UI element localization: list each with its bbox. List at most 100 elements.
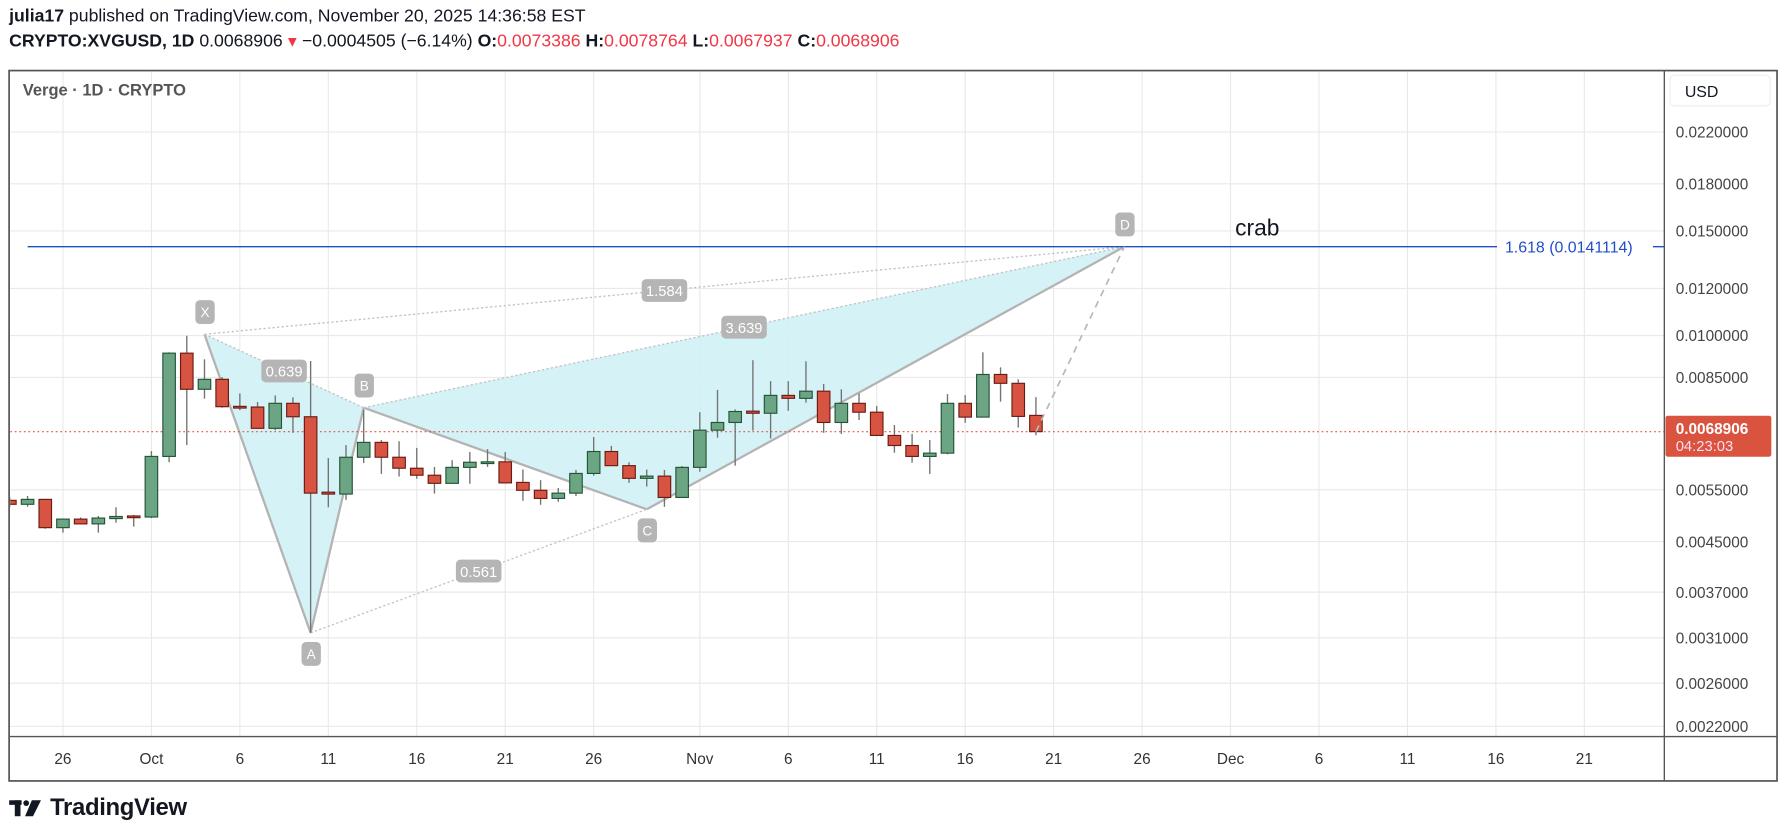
candle-down[interactable] (126, 515, 141, 519)
candle-down[interactable] (4, 499, 17, 505)
candle-up[interactable] (710, 421, 725, 431)
candle-down[interactable] (1029, 414, 1043, 433)
candle-down[interactable] (746, 410, 760, 414)
candle-up[interactable] (940, 402, 955, 454)
candle-down[interactable] (905, 444, 919, 457)
point-label-box (195, 300, 215, 325)
publish-info: julia17 published on TradingView.com, No… (9, 7, 585, 27)
tradingview-logo[interactable]: TradingView (9, 795, 187, 822)
currency-button[interactable] (1669, 74, 1771, 107)
candle-down[interactable] (958, 402, 973, 418)
candle-up[interactable] (834, 402, 849, 424)
candle-down[interactable] (604, 450, 619, 467)
point-label-box (1115, 212, 1135, 237)
point-label-x: X (200, 305, 209, 320)
candle-up[interactable] (445, 466, 459, 484)
candle-up[interactable] (799, 390, 813, 399)
time-axis[interactable]: 26 Oct 6 11 16 21 26 Nov 6 11 16 21 26 Dec 6 11 16 21 (54, 751, 1592, 768)
candle-down[interactable] (498, 461, 513, 484)
candle-up[interactable] (675, 466, 689, 499)
candle-up[interactable] (692, 429, 707, 468)
price-tick-label: 0.0220000 (1676, 125, 1749, 142)
last-price: 0.0068906 (199, 31, 283, 52)
candle-up[interactable] (56, 518, 70, 529)
candle-up[interactable] (586, 450, 601, 475)
candle-down[interactable] (233, 405, 247, 409)
pattern-name-label: crab (1235, 215, 1279, 241)
candle-down[interactable] (993, 373, 1008, 384)
candle-down[interactable] (286, 402, 300, 418)
plot-area[interactable]: 1.618 (0.0141114) 0.639 1.584 3.639 0.561 X A B… (4, 212, 1665, 666)
candle-down[interactable] (215, 378, 229, 408)
point-label-c: C (642, 523, 652, 538)
low-label: L: (692, 31, 710, 52)
candle-down[interactable] (657, 475, 672, 499)
candle-up[interactable] (91, 517, 106, 525)
candle-up[interactable] (339, 456, 353, 495)
candle-up[interactable] (268, 402, 283, 429)
date-tick-label: 21 (1576, 751, 1593, 768)
candle-down[interactable] (887, 434, 902, 447)
candle-down[interactable] (427, 474, 442, 484)
date-tick-label: 21 (1045, 751, 1062, 768)
price-tick-label: 0.0026000 (1676, 676, 1749, 693)
open-value: 0.0073386 (497, 31, 581, 52)
date-tick-label: 6 (1315, 751, 1324, 768)
candle-up[interactable] (480, 461, 495, 465)
current-price-tag-value: 0.0068906 (1676, 421, 1749, 438)
point-label-box (354, 373, 374, 398)
price-tick-label: 0.0055000 (1676, 483, 1749, 500)
ratio-label: 0.639 (266, 365, 303, 381)
date-tick-label: 26 (54, 751, 71, 768)
candle-down[interactable] (816, 390, 831, 424)
candle-up[interactable] (463, 461, 477, 468)
price-tick-label: 0.0031000 (1676, 630, 1749, 647)
candle-up[interactable] (728, 410, 743, 424)
candle-down[interactable] (781, 394, 796, 399)
candle-down[interactable] (73, 518, 88, 525)
publish-text: published on TradingView.com, November 2… (64, 6, 586, 27)
point-label-b: B (360, 379, 369, 394)
candle-up[interactable] (569, 472, 583, 494)
candle-up[interactable] (109, 515, 123, 520)
price-axis[interactable]: USD 0.0220000 0.0180000 0.0150000 0.0120000… (1665, 74, 1772, 736)
candle-down[interactable] (516, 481, 530, 491)
candle-up[interactable] (197, 378, 212, 390)
candle-up[interactable] (356, 441, 371, 458)
candle-down[interactable] (622, 465, 636, 479)
candle-down[interactable] (869, 411, 884, 437)
price-tick-label: 0.0180000 (1676, 177, 1749, 194)
candle-up[interactable] (763, 394, 778, 414)
symbol-info: CRYPTO:XVGUSD, 1D 0.0068906 ▼ −0.0004505 (… (9, 32, 899, 52)
ratio-label: 0.561 (460, 565, 497, 581)
candle-down[interactable] (852, 402, 866, 413)
date-tick-label: 16 (408, 751, 425, 768)
chart-legend: Verge · 1D · CRYPTO (23, 82, 186, 100)
candle-down[interactable] (533, 489, 548, 499)
candle-down[interactable] (303, 416, 318, 494)
candle-up[interactable] (144, 455, 159, 518)
ratio-label-box (261, 359, 307, 383)
candle-down[interactable] (409, 467, 424, 476)
candle-up[interactable] (162, 352, 176, 457)
candle-down[interactable] (374, 441, 389, 458)
candle-down[interactable] (321, 491, 336, 495)
candle-up[interactable] (551, 492, 566, 499)
price-tick-label: 0.0120000 (1676, 281, 1749, 298)
author-name[interactable]: julia17 (9, 6, 65, 27)
candle-down[interactable] (250, 406, 265, 429)
fib-level-label: 1.618 (0.0141114) (1505, 239, 1633, 256)
candle-up[interactable] (639, 475, 654, 479)
candle-down[interactable] (1011, 382, 1026, 417)
candle-down[interactable] (179, 352, 194, 390)
date-tick-label: 21 (497, 751, 514, 768)
candle-up[interactable] (976, 373, 990, 418)
candle-down[interactable] (392, 456, 406, 469)
candle-up[interactable] (20, 498, 35, 505)
down-triangle-icon: ▼ (285, 33, 300, 51)
price-tick-label: 0.0150000 (1676, 224, 1749, 241)
point-label-box (301, 641, 321, 666)
candle-up[interactable] (922, 452, 937, 457)
candle-down[interactable] (38, 498, 53, 529)
